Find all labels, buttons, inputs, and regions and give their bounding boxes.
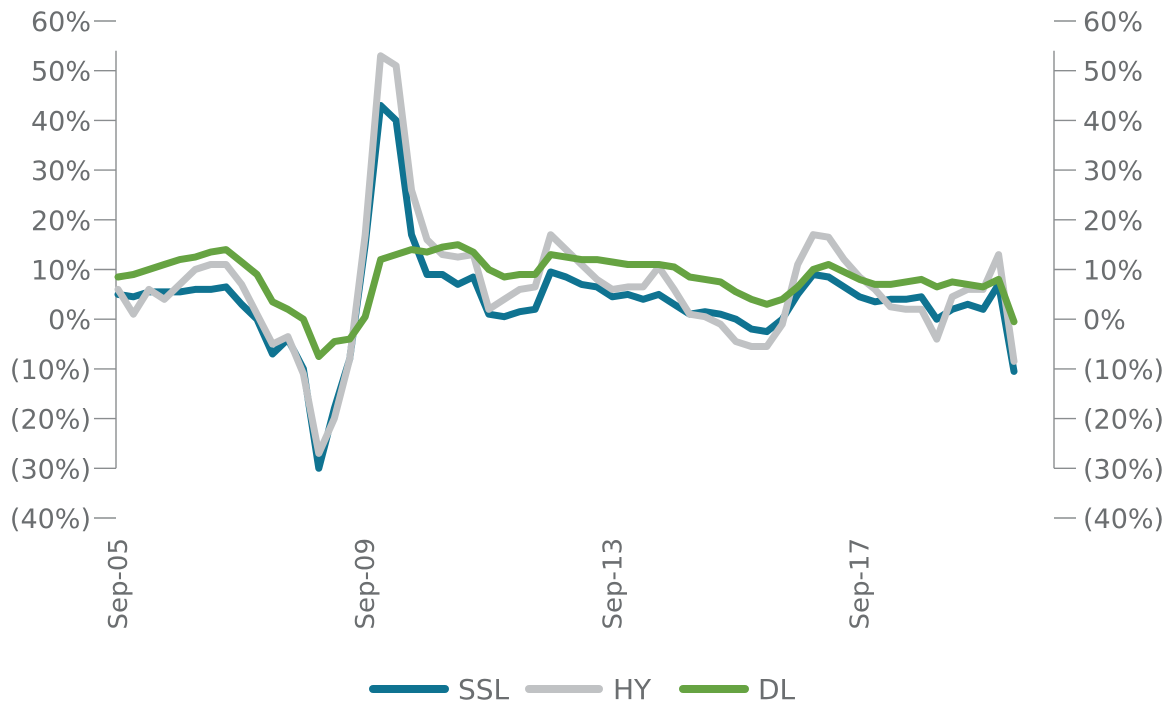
legend-label-hy: HY: [613, 673, 652, 706]
left-y-tick-label: 50%: [31, 57, 91, 88]
right-y-tick-label: (30%): [1083, 454, 1164, 485]
right-y-tick-label: 40%: [1083, 106, 1143, 137]
left-y-tick-label: (20%): [10, 405, 91, 436]
right-y-tick-label: (20%): [1083, 405, 1164, 436]
left-y-tick-label: (30%): [10, 454, 91, 485]
legend-label-ssl: SSL: [458, 673, 510, 706]
left-y-tick-label: 10%: [31, 256, 91, 287]
x-axis: Sep-05Jan-07May-08Sep-09Jan-11May-12Sep-…: [104, 538, 876, 629]
right-y-tick-label: 50%: [1083, 57, 1143, 88]
right-y-tick-label: 30%: [1083, 156, 1143, 187]
series-line-ssl: [114, 102, 1018, 472]
left-y-tick-label: 0%: [48, 305, 91, 336]
series-line-dl: [114, 241, 1018, 360]
right-y-tick-label: (10%): [1083, 355, 1164, 386]
left-y-tick-label: 30%: [31, 156, 91, 187]
legend: SSL HY DL: [369, 673, 796, 706]
left-y-axis: 60% 50% 40% 30% 20% 10% 0% (10%) (20%) (30%) (40%): [10, 7, 117, 535]
right-y-tick-label: 10%: [1083, 256, 1143, 287]
plot-area: [114, 52, 1018, 472]
left-y-tick-label: 20%: [31, 206, 91, 237]
right-y-axis: 60% 50% 40% 30% 20% 10% 0% (10%) (20%) (30%) (40%): [1053, 7, 1164, 535]
right-y-tick-label: 20%: [1083, 206, 1143, 237]
x-tick-label: Sep-09: [351, 538, 381, 629]
x-tick-label: Sep-05: [104, 538, 134, 629]
right-y-tick-label: 0%: [1083, 305, 1126, 336]
left-y-tick-label: 60%: [31, 7, 91, 38]
legend-label-dl: DL: [758, 673, 796, 706]
left-y-tick-label: (40%): [10, 504, 91, 535]
x-tick-label: Sep-17: [846, 538, 876, 629]
left-y-tick-label: 40%: [31, 106, 91, 137]
left-y-tick-label: (10%): [10, 355, 91, 386]
x-tick-label: Sep-13: [598, 538, 628, 629]
right-y-tick-label: 60%: [1083, 7, 1143, 38]
right-y-tick-label: (40%): [1083, 504, 1164, 535]
